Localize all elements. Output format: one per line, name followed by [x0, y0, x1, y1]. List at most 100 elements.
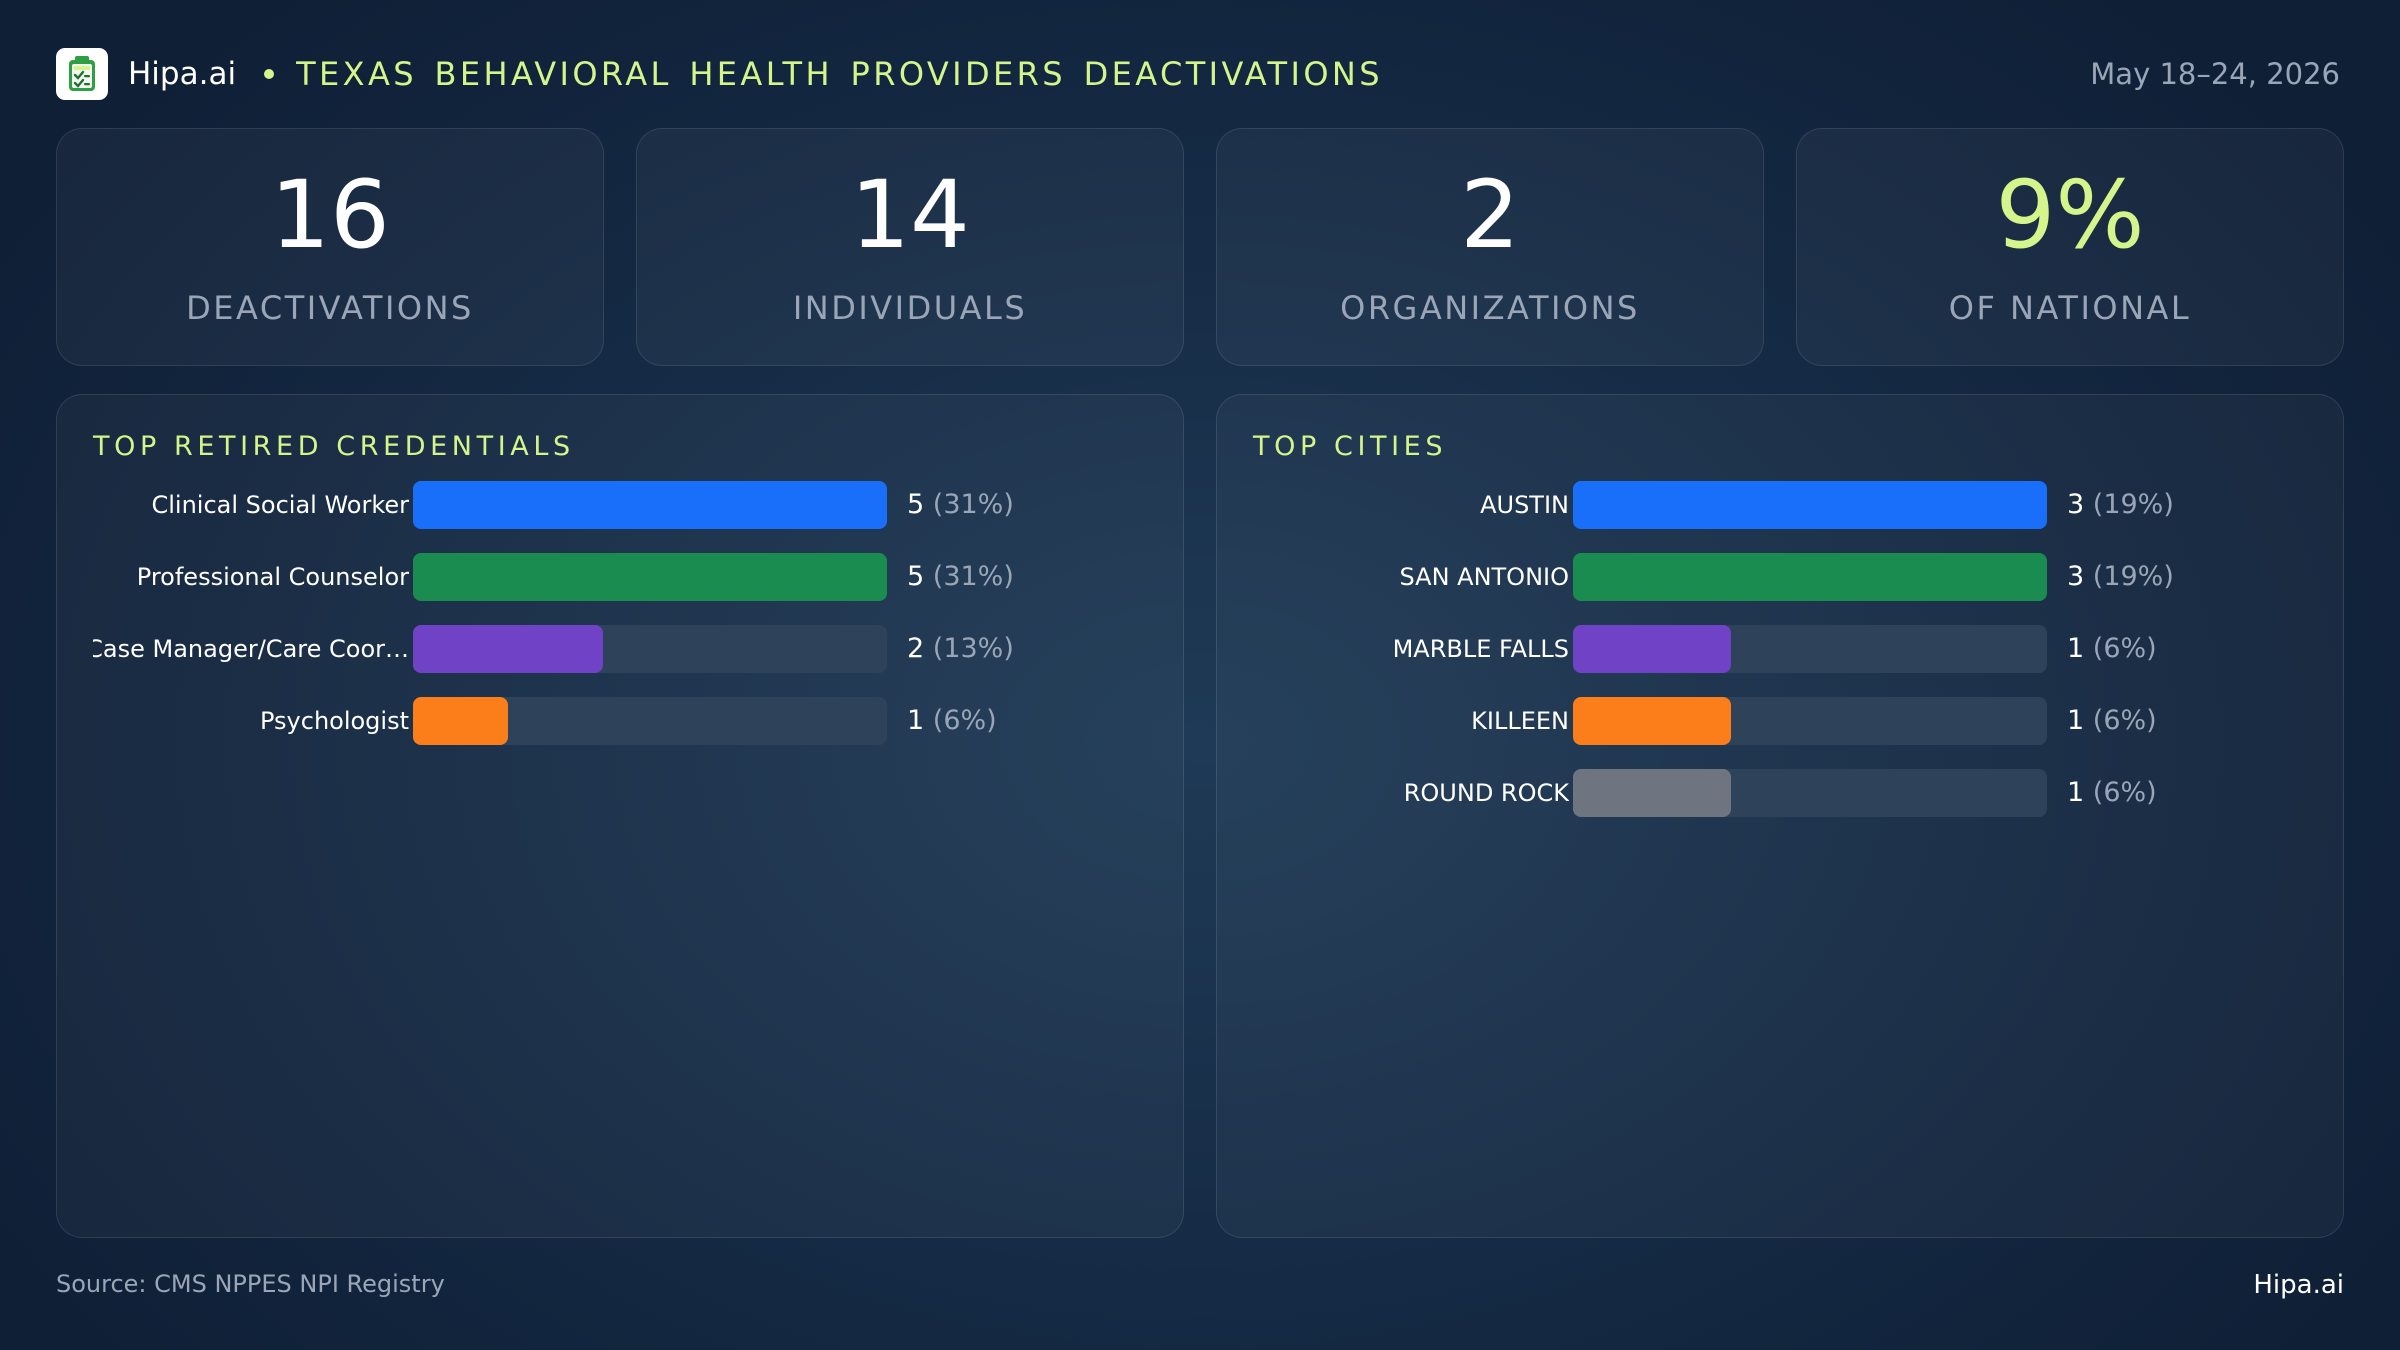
bar-count: 5: [907, 489, 925, 520]
bar-count: 1: [907, 705, 925, 736]
bar-label: ROUND ROCK: [1253, 769, 1569, 817]
bar: [413, 553, 887, 601]
kpi-card-deactivations: 16 DEACTIVATIONS: [56, 128, 604, 366]
bar-row: Professional Counselor 5 (31%): [57, 553, 1183, 625]
bar-percent: (6%): [932, 705, 997, 736]
footer-brand: Hipa.ai: [2253, 1270, 2344, 1300]
bar-percent: (6%): [2092, 633, 2157, 664]
bar-label-text: Psychologist: [259, 707, 409, 735]
bar-count: 3: [2067, 561, 2085, 592]
bar-track: [1573, 697, 2047, 745]
brand-logo: [56, 48, 108, 100]
bar-count: 2: [907, 633, 925, 664]
bar-value-label: 1 (6%): [2067, 769, 2157, 817]
bar-percent: (31%): [932, 489, 1014, 520]
bar-label-text: Case Manager/Care Coor…: [93, 635, 409, 663]
bar-count: 1: [2067, 705, 2085, 736]
bar-label-text: Clinical Social Worker: [151, 491, 409, 519]
report-title: TEXAS BEHAVIORAL HEALTH PROVIDERS DEACTI…: [296, 55, 1383, 93]
bar-track: [413, 697, 887, 745]
bar-value-label: 3 (19%): [2067, 481, 2174, 529]
bar-value-label: 1 (6%): [2067, 697, 2157, 745]
bar-row: SAN ANTONIO 3 (19%): [1217, 553, 2343, 625]
bar-track: [1573, 481, 2047, 529]
bar-percent: (31%): [932, 561, 1014, 592]
bar-percent: (13%): [932, 633, 1014, 664]
bar-label: Case Manager/Care Coor…: [93, 625, 409, 673]
panel-title: TOP CITIES: [1253, 431, 1448, 462]
kpi-row: 16 DEACTIVATIONS 14 INDIVIDUALS 2 ORGANI…: [56, 128, 2344, 366]
kpi-card-organizations: 2 ORGANIZATIONS: [1216, 128, 1764, 366]
bar-count: 3: [2067, 489, 2085, 520]
bar-count: 1: [2067, 633, 2085, 664]
cities-panel: TOP CITIES AUSTIN 3 (19%) SAN ANTONIO 3 (19…: [1216, 394, 2344, 1238]
credentials-panel: TOP RETIRED CREDENTIALS Clinical Social …: [56, 394, 1184, 1238]
bar-value-label: 2 (13%): [907, 625, 1014, 673]
bar-percent: (6%): [2092, 705, 2157, 736]
bar-label: Psychologist: [93, 697, 409, 745]
brand-name: Hipa.ai: [128, 56, 237, 92]
bar-label: MARBLE FALLS: [1253, 625, 1569, 673]
bar-count: 1: [2067, 777, 2085, 808]
bar-track: [413, 553, 887, 601]
bar-label-text: SAN ANTONIO: [1399, 563, 1569, 591]
checklist-clipboard-icon: [69, 56, 95, 91]
bar-value-label: 3 (19%): [2067, 553, 2174, 601]
bar-label: Clinical Social Worker: [93, 481, 409, 529]
kpi-label: INDIVIDUALS: [792, 289, 1028, 327]
bar-track: [1573, 625, 2047, 673]
bar-value-label: 5 (31%): [907, 553, 1014, 601]
bar-label-text: KILLEEN: [1471, 707, 1569, 735]
kpi-label: OF NATIONAL: [1948, 289, 2192, 327]
bar: [1573, 481, 2047, 529]
bar: [413, 697, 508, 745]
kpi-card-national-share: 9% OF NATIONAL: [1796, 128, 2344, 366]
bar-track: [1573, 553, 2047, 601]
bar-percent: (6%): [2092, 777, 2157, 808]
bar-value-label: 1 (6%): [2067, 625, 2157, 673]
bar-label: SAN ANTONIO: [1253, 553, 1569, 601]
bar-label-text: MARBLE FALLS: [1392, 635, 1569, 663]
bar-value-label: 5 (31%): [907, 481, 1014, 529]
bar: [413, 481, 887, 529]
bar-row: AUSTIN 3 (19%): [1217, 481, 2343, 553]
bar-label-text: ROUND ROCK: [1403, 779, 1569, 807]
source-note: Source: CMS NPPES NPI Registry: [56, 1270, 445, 1298]
bar-row: KILLEEN 1 (6%): [1217, 697, 2343, 769]
bar: [1573, 769, 1731, 817]
bar-track: [1573, 769, 2047, 817]
separator-dot: [264, 69, 275, 79]
bar: [1573, 697, 1731, 745]
bar-percent: (19%): [2092, 561, 2174, 592]
bar-label-text: Professional Counselor: [136, 563, 409, 591]
header: Hipa.ai TEXAS BEHAVIORAL HEALTH PROVIDER…: [56, 48, 2340, 100]
bar-value-label: 1 (6%): [907, 697, 997, 745]
cities-bar-chart: AUSTIN 3 (19%) SAN ANTONIO 3 (19%) MARBLE FA…: [1217, 481, 2343, 841]
kpi-value: 16: [270, 161, 390, 270]
kpi-value: 14: [850, 161, 970, 270]
bar-row: Psychologist 1 (6%): [57, 697, 1183, 769]
bar-track: [413, 481, 887, 529]
bar-label: AUSTIN: [1253, 481, 1569, 529]
bar: [1573, 553, 2047, 601]
kpi-label: DEACTIVATIONS: [186, 289, 474, 327]
bar-row: Case Manager/Care Coor… 2 (13%): [57, 625, 1183, 697]
bar: [413, 625, 603, 673]
bar-row: Clinical Social Worker 5 (31%): [57, 481, 1183, 553]
bar-label: KILLEEN: [1253, 697, 1569, 745]
bar-row: MARBLE FALLS 1 (6%): [1217, 625, 2343, 697]
kpi-value: 9%: [1995, 161, 2145, 270]
bar-label: Professional Counselor: [93, 553, 409, 601]
date-range: May 18–24, 2026: [2090, 57, 2340, 91]
bar-count: 5: [907, 561, 925, 592]
panel-title: TOP RETIRED CREDENTIALS: [93, 431, 575, 462]
credentials-bar-chart: Clinical Social Worker 5 (31%) Professiona…: [57, 481, 1183, 769]
bar: [1573, 625, 1731, 673]
kpi-card-individuals: 14 INDIVIDUALS: [636, 128, 1184, 366]
bar-row: ROUND ROCK 1 (6%): [1217, 769, 2343, 841]
kpi-label: ORGANIZATIONS: [1340, 289, 1640, 327]
kpi-value: 2: [1460, 161, 1520, 270]
bar-track: [413, 625, 887, 673]
bar-label-text: AUSTIN: [1480, 491, 1569, 519]
bar-percent: (19%): [2092, 489, 2174, 520]
